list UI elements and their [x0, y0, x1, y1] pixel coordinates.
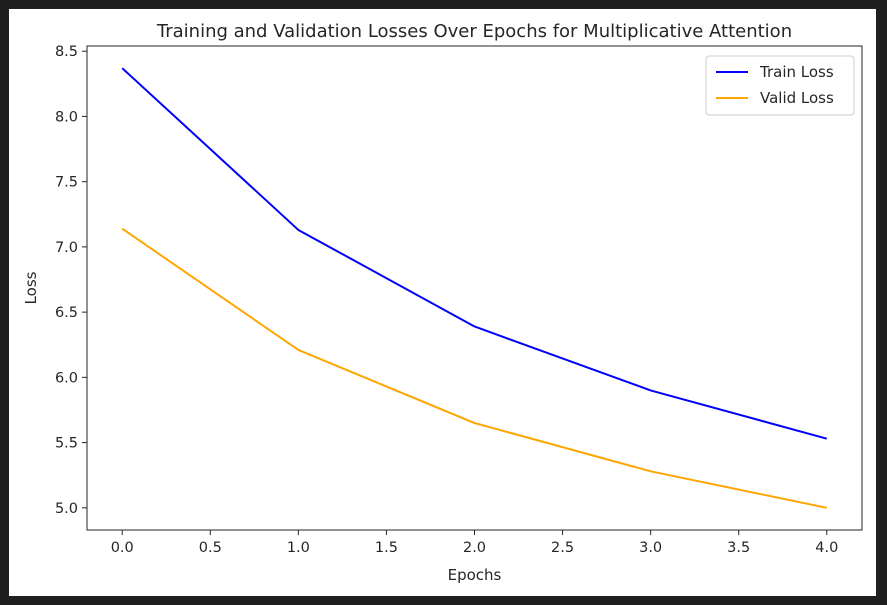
x-axis-label: Epochs	[448, 566, 502, 584]
legend-label-train-loss: Train Loss	[759, 63, 834, 81]
y-axis-label: Loss	[22, 271, 40, 304]
y-tick-label: 5.5	[55, 436, 78, 452]
legend-box	[705, 55, 855, 116]
chart-title: Training and Validation Losses Over Epoc…	[156, 21, 792, 42]
x-tick-label: 1.5	[375, 540, 398, 556]
series-line-valid-loss	[121, 227, 827, 509]
x-tick-label: 1.0	[287, 540, 310, 556]
series-line-train-loss	[121, 67, 828, 440]
y-tick-label: 7.0	[55, 240, 78, 256]
line-chart: Training and Validation Losses Over Epoc…	[22, 21, 863, 584]
plot-area-frame	[86, 45, 863, 531]
y-tick-label: 5.0	[55, 501, 78, 517]
x-tick-label: 0.5	[199, 540, 222, 556]
x-tick-label: 3.0	[639, 540, 662, 556]
x-tick-label: 0.0	[111, 540, 134, 556]
y-tick-label: 8.5	[55, 44, 78, 60]
y-tick-label: 6.5	[55, 305, 78, 321]
x-tick-label: 3.5	[727, 540, 750, 556]
legend: Train Loss Valid Loss	[705, 55, 855, 116]
y-tick-label: 8.0	[55, 109, 78, 125]
x-tick-label: 2.0	[463, 540, 486, 556]
x-tick-label: 2.5	[551, 540, 574, 556]
y-tick-label: 7.5	[55, 175, 78, 191]
x-tick-label: 4.0	[815, 540, 838, 556]
y-axis: 5.0 5.5 6.0 6.5 7.0 7.5 8.0 8.5	[55, 44, 87, 517]
y-tick-label: 6.0	[55, 370, 78, 386]
chart-figure: Training and Validation Losses Over Epoc…	[9, 9, 876, 596]
series-layer	[121, 67, 828, 509]
x-axis: 0.0 0.5 1.0 1.5 2.0 2.5 3.0 3.5 4.0	[111, 530, 838, 556]
legend-label-valid-loss: Valid Loss	[760, 89, 834, 107]
